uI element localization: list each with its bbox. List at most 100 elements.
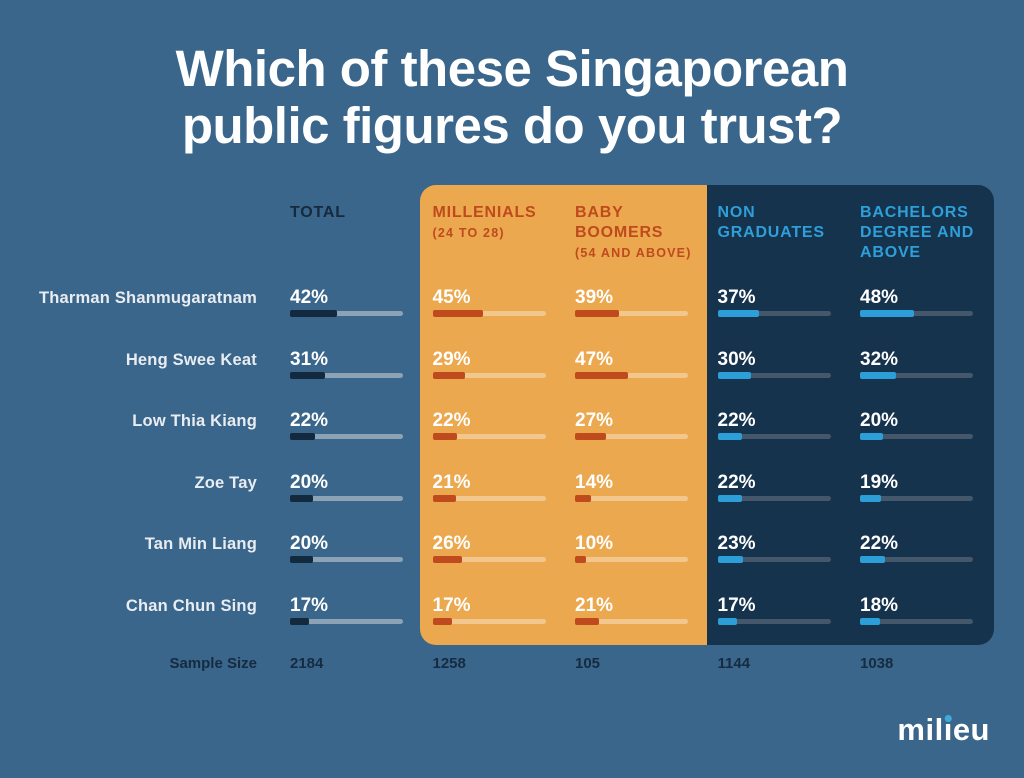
trust-bar [432, 618, 546, 625]
trust-bar [717, 433, 831, 440]
percent-label: 17% [290, 595, 329, 616]
percent-label: 29% [432, 349, 471, 370]
percent-label: 48% [860, 287, 899, 308]
bar-track [432, 373, 546, 378]
row-label-cell: Tharman Shanmugaratnam [0, 287, 290, 327]
logo-text-left: mil [897, 712, 944, 747]
bar-track [717, 619, 831, 624]
row-label-cell: Low Thia Kiang [0, 410, 290, 450]
trust-bar [575, 433, 688, 440]
education-group-panel [707, 185, 994, 645]
figure-name: Low Thia Kiang [132, 412, 257, 430]
data-cell: 26% [432, 533, 576, 573]
column-header-baby-boomers: BABY BOOMERS (54 AND ABOVE) [575, 203, 718, 263]
column-header-label: BACHELORS DEGREE AND ABOVE [860, 204, 975, 261]
bar-fill [575, 495, 591, 502]
sample-size-label: Sample Size [169, 655, 257, 672]
bar-track [290, 496, 403, 501]
percent-label: 42% [290, 287, 329, 308]
table-row: Zoe Tay 20% 21% 14% [0, 472, 1024, 512]
bar-track [575, 496, 688, 501]
percent-label: 10% [575, 533, 614, 554]
bar-fill [717, 433, 743, 440]
page-title: Which of these Singaporean public figure… [175, 40, 849, 155]
column-header-label: BABY BOOMERS [575, 204, 664, 241]
sample-size-millenials: 1258 [432, 655, 466, 672]
data-cell: 48% [860, 287, 1003, 327]
bar-fill [290, 556, 313, 563]
trust-bar [860, 433, 973, 440]
data-cell: 20% [290, 472, 433, 512]
sample-size-non-graduates: 1144 [717, 655, 751, 672]
bar-track [575, 619, 688, 624]
header-spacer [0, 203, 290, 263]
bar-track [432, 311, 546, 316]
bar-fill [432, 310, 484, 317]
data-cell: 20% [290, 533, 433, 573]
age-group-panel [420, 185, 707, 645]
table-row: Low Thia Kiang 22% 22% 27% [0, 410, 1024, 450]
trust-bar [432, 495, 546, 502]
data-cell: 29% [432, 349, 576, 389]
percent-label: 17% [717, 595, 756, 616]
bar-fill [860, 433, 883, 440]
bar-track [860, 557, 973, 562]
percent-label: 23% [717, 533, 756, 554]
bar-track [860, 496, 973, 501]
bar-fill [575, 556, 587, 563]
bar-track [432, 619, 546, 624]
percent-label: 39% [575, 287, 614, 308]
percent-label: 20% [290, 472, 329, 493]
percent-label: 31% [290, 349, 329, 370]
bar-fill [860, 618, 881, 625]
bar-track [290, 557, 403, 562]
bar-fill [290, 495, 313, 502]
bar-fill [432, 618, 452, 625]
table-row: Tan Min Liang 20% 26% 10% [0, 533, 1024, 573]
trust-bar [290, 433, 403, 440]
trust-bar [717, 372, 831, 379]
percent-label: 21% [575, 595, 614, 616]
trust-bar [860, 495, 973, 502]
percent-label: 22% [860, 533, 899, 554]
row-label-cell: Heng Swee Keat [0, 349, 290, 389]
column-headers: TOTAL MILLENIALS (24 TO 28) BABY BOOMERS… [0, 203, 1024, 263]
trust-bar [575, 372, 688, 379]
percent-label: 22% [290, 410, 329, 431]
bar-fill [717, 310, 760, 317]
data-cell: 22% [290, 410, 433, 450]
bar-fill [432, 556, 462, 563]
data-cell: 31% [290, 349, 433, 389]
data-cell: 32% [860, 349, 1003, 389]
data-cell: 21% [432, 472, 576, 512]
data-cell: 22% [860, 533, 1003, 573]
trust-bar [290, 556, 403, 563]
bar-fill [717, 495, 743, 502]
percent-label: 27% [575, 410, 614, 431]
percent-label: 45% [432, 287, 471, 308]
data-cell: 17% [717, 595, 861, 635]
column-header-label: MILLENIALS [432, 204, 537, 221]
bar-track [860, 434, 973, 439]
trust-bar [575, 310, 688, 317]
bar-fill [432, 495, 457, 502]
sample-size-total: 2184 [290, 655, 324, 672]
percent-label: 22% [717, 472, 756, 493]
bar-fill [290, 310, 338, 317]
trust-bar [860, 310, 973, 317]
column-header-bachelors: BACHELORS DEGREE AND ABOVE [860, 203, 1003, 263]
trust-bar [432, 372, 546, 379]
bar-track [860, 373, 973, 378]
column-header-non-graduates: NON GRADUATES [718, 203, 861, 263]
bar-fill [432, 433, 458, 440]
trust-bar [432, 310, 546, 317]
trust-bar [290, 310, 403, 317]
bar-track [717, 373, 831, 378]
figure-name: Chan Chun Sing [125, 597, 257, 615]
percent-label: 26% [432, 533, 471, 554]
data-cell: 10% [575, 533, 718, 573]
bar-fill [860, 556, 885, 563]
bar-track [717, 434, 831, 439]
percent-label: 17% [432, 595, 471, 616]
